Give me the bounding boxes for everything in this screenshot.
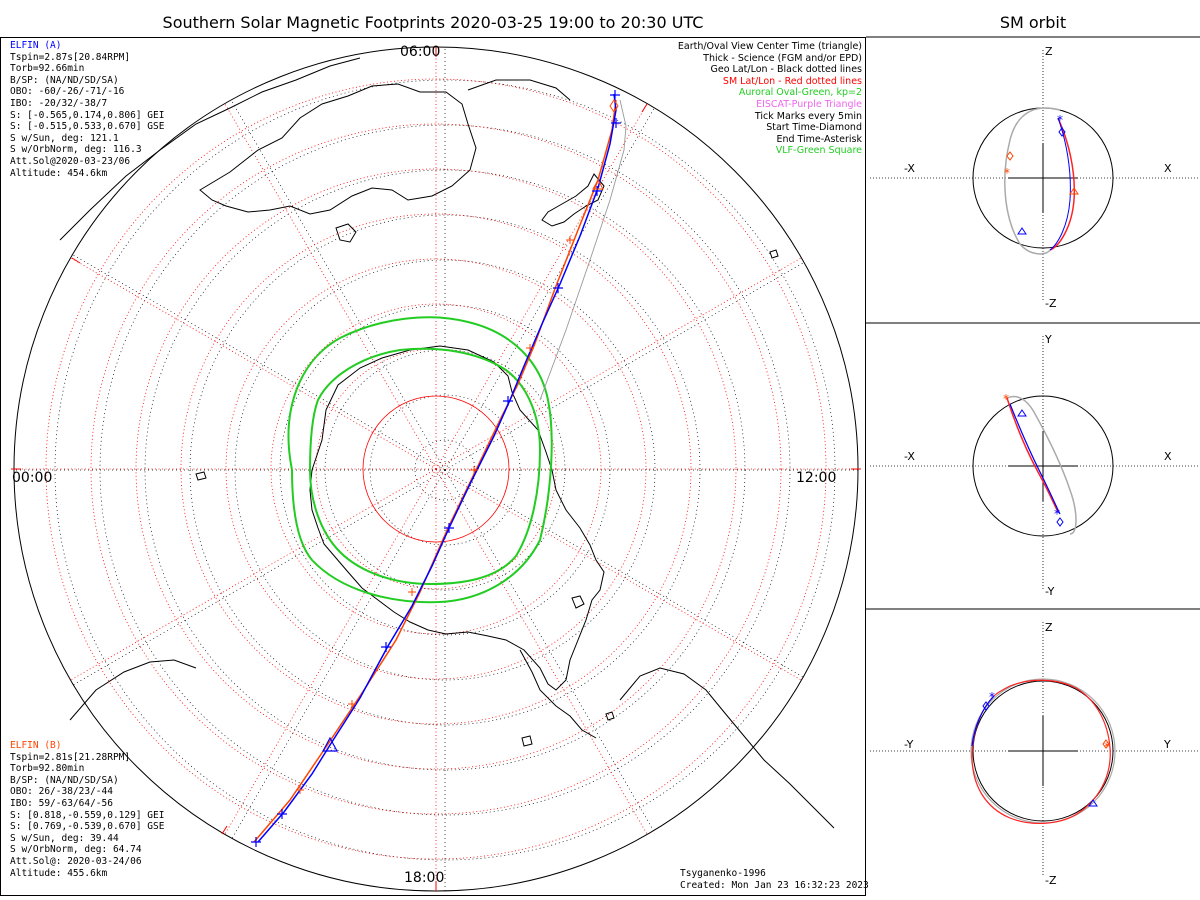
legend-item: EISCAT-Purple Triangle xyxy=(756,98,862,110)
sm-orbit-xz-panel: * * xyxy=(870,50,1200,300)
svg-text:*: * xyxy=(1057,113,1063,127)
elfin-b-line: B/SP: (NA/ND/SD/SA) xyxy=(10,774,119,786)
legend-item: Geo Lat/Lon - Black dotted lines xyxy=(710,64,862,76)
map-frame xyxy=(0,37,866,896)
svg-text:*: * xyxy=(989,690,995,704)
africa-coastline xyxy=(69,659,197,721)
elfin-b-line: Tspin=2.81s[21.28RPM] xyxy=(10,751,131,763)
clock-label-top: 06:00 xyxy=(400,44,441,60)
sm-grid xyxy=(14,47,858,891)
sm-xz-right-label: X xyxy=(1164,162,1172,175)
new-zealand-coastline xyxy=(541,173,605,227)
sm-orbit-title: SM orbit xyxy=(999,13,1067,32)
sm-yz-right-label: Y xyxy=(1164,738,1171,751)
svg-text:*: * xyxy=(1003,392,1009,406)
elfin-b-line: S w/Sun, deg: 39.44 xyxy=(10,832,119,844)
sm-yz-top-label: Z xyxy=(1045,621,1053,634)
rim-ticks xyxy=(11,47,861,891)
elfin-b-info: ELFIN (B) Tspin=2.81s[21.28RPM] Torb=92.… xyxy=(10,740,164,879)
svg-text:*: * xyxy=(1054,507,1060,521)
indonesia-coastline xyxy=(59,57,361,241)
sm-xy-top-label: Y xyxy=(1045,333,1052,346)
clock-label-left: 00:00 xyxy=(12,470,53,486)
elfin-a-line: S: [-0.565,0.174,0.806] GEI xyxy=(10,109,165,121)
australia-coastline xyxy=(199,83,477,215)
auroral-oval-outer xyxy=(287,316,553,604)
legend-item: Tick Marks every 5min xyxy=(754,110,862,122)
elfin-b-line: Torb=92.80min xyxy=(10,763,85,775)
sm-orbit-xy-panel: * * xyxy=(870,336,1200,590)
small-islands xyxy=(195,249,779,747)
elfin-a-ticks xyxy=(251,90,621,847)
legend-item: Start Time-Diamond xyxy=(766,122,862,134)
elfin-b-ticks xyxy=(296,236,574,794)
elfin-a-line: Torb=92.66min xyxy=(10,63,85,75)
sm-xy-right-label: X xyxy=(1164,450,1172,463)
legend: Earth/Oval View Center Time (triangle) T… xyxy=(678,41,862,157)
elfin-a-line: Att.Sol@2020-03-23/06 xyxy=(10,155,131,167)
elfin-b-line: Att.Sol@: 2020-03-24/06 xyxy=(10,855,142,867)
elfin-a-line: Altitude: 454.6km xyxy=(10,167,108,179)
page-title: Southern Solar Magnetic Footprints 2020-… xyxy=(162,13,704,32)
elfin-a-line: OBO: -60/-26/-71/-16 xyxy=(10,86,125,98)
south-america-coastline xyxy=(619,667,835,829)
elfin-a-line: B/SP: (NA/ND/SD/SA) xyxy=(10,74,119,86)
svg-text:*: * xyxy=(1004,166,1010,180)
elfin-b-line: S: [0.818,-0.559,0.129] GEI xyxy=(10,809,165,821)
legend-item: End Time-Asterisk xyxy=(776,133,862,145)
legend-item: Auroral Oval-Green, kp=2 xyxy=(738,87,862,99)
sm-xy-bottom-label: -Y xyxy=(1045,585,1055,598)
antarctica-coastline xyxy=(309,345,605,691)
elfin-a-name: ELFIN (A) xyxy=(10,40,62,51)
orbit-gray-track xyxy=(539,99,627,401)
sm-xz-bottom-label: -Z xyxy=(1045,297,1057,310)
auroral-oval-inner xyxy=(308,347,542,586)
antarctic-peninsula-coastline xyxy=(519,649,597,739)
clock-label-bottom: 18:00 xyxy=(404,870,445,886)
elfin-b-line: S w/OrbNorm, deg: 64.74 xyxy=(10,844,142,856)
elfin-a-line: Tspin=2.87s[20.84RPM] xyxy=(10,51,131,63)
sm-yz-left-label: -Y xyxy=(904,738,914,751)
sm-xz-top-label: Z xyxy=(1045,45,1053,58)
elfin-a-info: ELFIN (A) Tspin=2.87s[20.84RPM] Torb=92.… xyxy=(10,40,164,179)
legend-item: Earth/Oval View Center Time (triangle) xyxy=(677,41,862,52)
sm-xz-left-label: -X xyxy=(904,162,915,175)
sm-xy-left-label: -X xyxy=(904,450,915,463)
elfin-b-line: Altitude: 455.6km xyxy=(10,867,108,879)
elfin-a-line: S w/OrbNorm, deg: 116.3 xyxy=(10,144,142,156)
start-diamond xyxy=(609,99,619,113)
legend-item: Thick - Science (FGM and/or EPD) xyxy=(703,52,862,64)
elfin-b-track xyxy=(253,99,617,843)
elfin-a-line: S: [-0.515,0.533,0.670] GSE xyxy=(10,121,165,133)
elfin-a-track xyxy=(257,93,617,843)
legend-item: SM Lat/Lon - Red dotted lines xyxy=(722,75,862,87)
legend-item: VLF-Green Square xyxy=(775,145,862,157)
tasmania-coastline xyxy=(335,223,357,243)
footer-model: Tsyganenko-1996 xyxy=(680,868,766,879)
elfin-b-line: S: [0.769,-0.539,0.670] GSE xyxy=(10,821,165,833)
footer-created: Created: Mon Jan 23 16:32:23 2023 xyxy=(680,880,869,891)
elfin-b-name: ELFIN (B) xyxy=(10,740,62,751)
new-guinea-coastline xyxy=(467,79,571,101)
sm-orbit-yz-panel: * * xyxy=(870,622,1200,876)
elfin-b-line: OBO: 26/-38/23/-44 xyxy=(10,786,113,798)
elfin-b-line: IBO: 59/-63/64/-56 xyxy=(10,797,113,809)
view-center-triangle-b xyxy=(592,178,604,190)
elfin-a-line: IBO: -20/32/-38/7 xyxy=(10,97,108,109)
view-center-triangle xyxy=(321,736,339,752)
elfin-a-line: S w/Sun, deg: 121.1 xyxy=(10,132,119,144)
sm-yz-bottom-label: -Z xyxy=(1045,874,1057,887)
clock-label-right: 12:00 xyxy=(796,470,837,486)
